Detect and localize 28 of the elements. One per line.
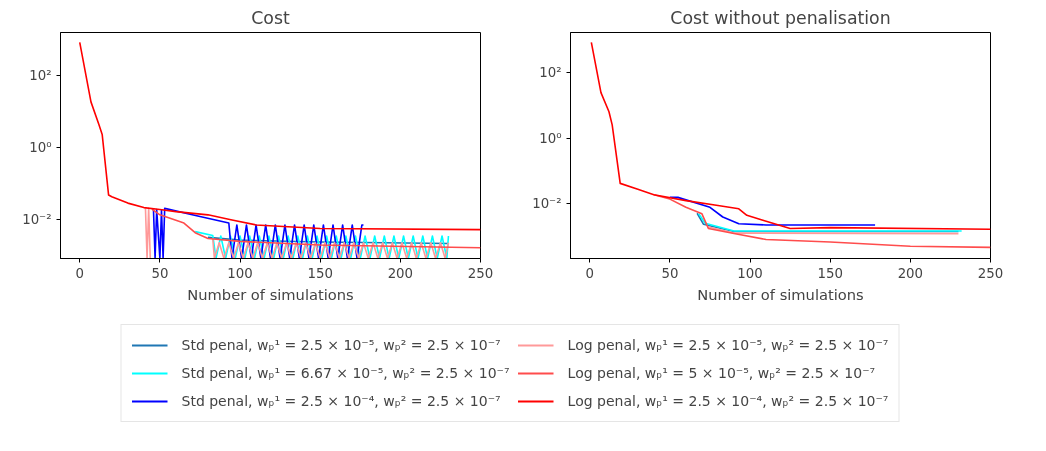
x-tick-label: 0 [585,265,594,281]
chart-title: Cost without penalisation [670,7,891,28]
x-tick-label: 150 [307,265,333,281]
y-tick-label: 10² [29,68,52,84]
x-axis-title: Number of simulations [187,285,354,303]
x-tick-label: 50 [661,265,679,281]
legend-label: Std penal, wₚ¹ = 2.5 × 10⁻⁵, wₚ² = 2.5 × 10⁻⁷ [181,336,501,353]
y-tick-label: 10⁰ [29,139,52,155]
y-tick-label: 10⁻² [22,211,52,227]
legend-label: Std penal, wₚ¹ = 2.5 × 10⁻⁴, wₚ² = 2.5 × 10⁻⁷ [181,392,501,409]
x-tick-label: 200 [897,265,924,281]
x-tick-label: 150 [817,265,843,281]
y-tick-label: 10² [539,64,562,80]
legend-label: Log penal, wₚ¹ = 2.5 × 10⁻⁴, wₚ² = 2.5 × 10⁻⁷ [567,392,889,409]
x-tick-label: 200 [387,265,414,281]
x-tick-label: 0 [75,265,84,281]
x-tick-label: 250 [977,265,1004,281]
x-tick-label: 100 [737,265,763,281]
legend-label: Log penal, wₚ¹ = 5 × 10⁻⁵, wₚ² = 2.5 × 10⁻⁷ [567,364,876,381]
legend-label: Log penal, wₚ¹ = 2.5 × 10⁻⁵, wₚ² = 2.5 × 10⁻⁷ [567,336,889,353]
x-tick-label: 250 [467,265,494,281]
chart-title: Cost [251,7,290,28]
x-axis-title: Number of simulations [697,285,864,303]
y-tick-label: 10⁻² [532,196,562,212]
legend-label: Std penal, wₚ¹ = 6.67 × 10⁻⁵, wₚ² = 2.5 × 10⁻⁷ [181,364,510,381]
x-tick-label: 50 [151,265,169,281]
y-tick-label: 10⁰ [539,130,562,146]
x-tick-label: 100 [227,265,253,281]
